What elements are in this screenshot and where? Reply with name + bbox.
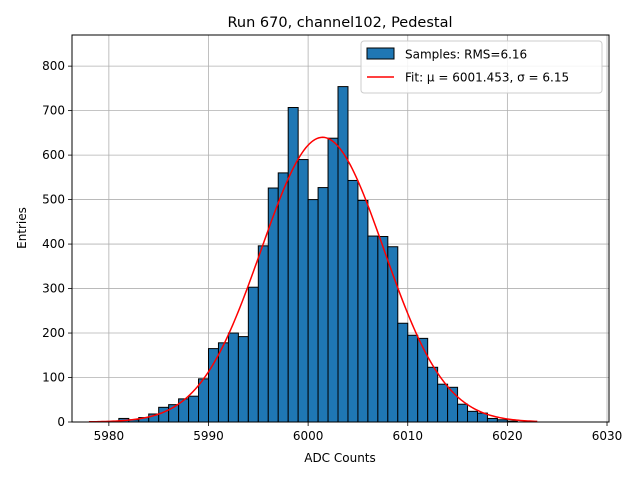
histogram-bar: [397, 322, 409, 423]
histogram-bar: [407, 334, 419, 423]
histogram-bar: [417, 337, 429, 423]
histogram-bar: [307, 199, 319, 423]
fit-curve: [88, 136, 538, 423]
y-tick-label: 700: [42, 104, 65, 118]
plot-frame: [71, 34, 610, 423]
histogram-bar: [347, 179, 359, 423]
histogram-bar: [217, 342, 229, 423]
histogram-bar: [257, 245, 269, 423]
histogram-bar: [357, 199, 369, 423]
legend-box: [360, 40, 603, 94]
histogram-bar: [267, 187, 279, 423]
histogram-bar: [467, 410, 478, 423]
histogram-bar: [237, 336, 249, 423]
histogram-bar: [227, 332, 239, 423]
y-tick-label: 300: [42, 282, 65, 296]
histogram-bar: [367, 235, 379, 423]
histogram-bar: [287, 107, 299, 423]
x-tick-label: 6010: [392, 429, 423, 443]
x-tick-label: 6020: [492, 429, 523, 443]
legend-swatch-samples: [366, 47, 395, 60]
legend: Samples: RMS=6.16 Fit: μ = 6001.453, σ =…: [360, 40, 603, 94]
histogram-bar: [158, 406, 170, 423]
y-tick-label: 500: [42, 193, 65, 207]
histogram-bar: [207, 348, 219, 423]
y-tick-label: 600: [42, 148, 65, 162]
y-tick-label: 200: [42, 326, 65, 340]
legend-label-fit: Fit: μ = 6001.453, σ = 6.15: [405, 71, 569, 85]
legend-label-samples: Samples: RMS=6.16: [405, 48, 527, 62]
histogram-bar: [337, 86, 349, 423]
x-tick-label: 5990: [193, 429, 224, 443]
chart-title: Run 670, channel102, Pedestal: [227, 15, 452, 31]
y-axis-ticks: 0 100 200 300 400 500 600 700 800: [42, 59, 72, 429]
histogram-bar: [437, 383, 449, 423]
x-axis-ticks: 5980 5990 6000 6010 6020 6030: [94, 422, 623, 443]
y-tick-label: 800: [42, 59, 65, 73]
x-tick-label: 5980: [94, 429, 125, 443]
histogram-bar: [198, 378, 209, 423]
y-tick-label: 100: [42, 371, 65, 385]
histogram-bar: [277, 172, 289, 423]
x-axis-label: ADC Counts: [304, 451, 376, 465]
histogram-bars: [118, 86, 518, 423]
histogram-bar: [188, 395, 200, 423]
histogram-bar: [327, 137, 339, 423]
histogram-bar: [486, 417, 498, 423]
histogram-bar: [377, 236, 389, 423]
y-tick-label: 0: [57, 415, 65, 429]
x-tick-label: 6000: [293, 429, 324, 443]
histogram-bar: [317, 187, 329, 423]
histogram-bar: [457, 403, 469, 423]
x-tick-label: 6030: [592, 429, 623, 443]
histogram-bar: [427, 366, 439, 423]
y-tick-label: 400: [42, 237, 65, 251]
y-axis-label: Entries: [15, 207, 29, 249]
histogram-bar: [247, 286, 259, 423]
histogram-bar: [297, 159, 309, 423]
